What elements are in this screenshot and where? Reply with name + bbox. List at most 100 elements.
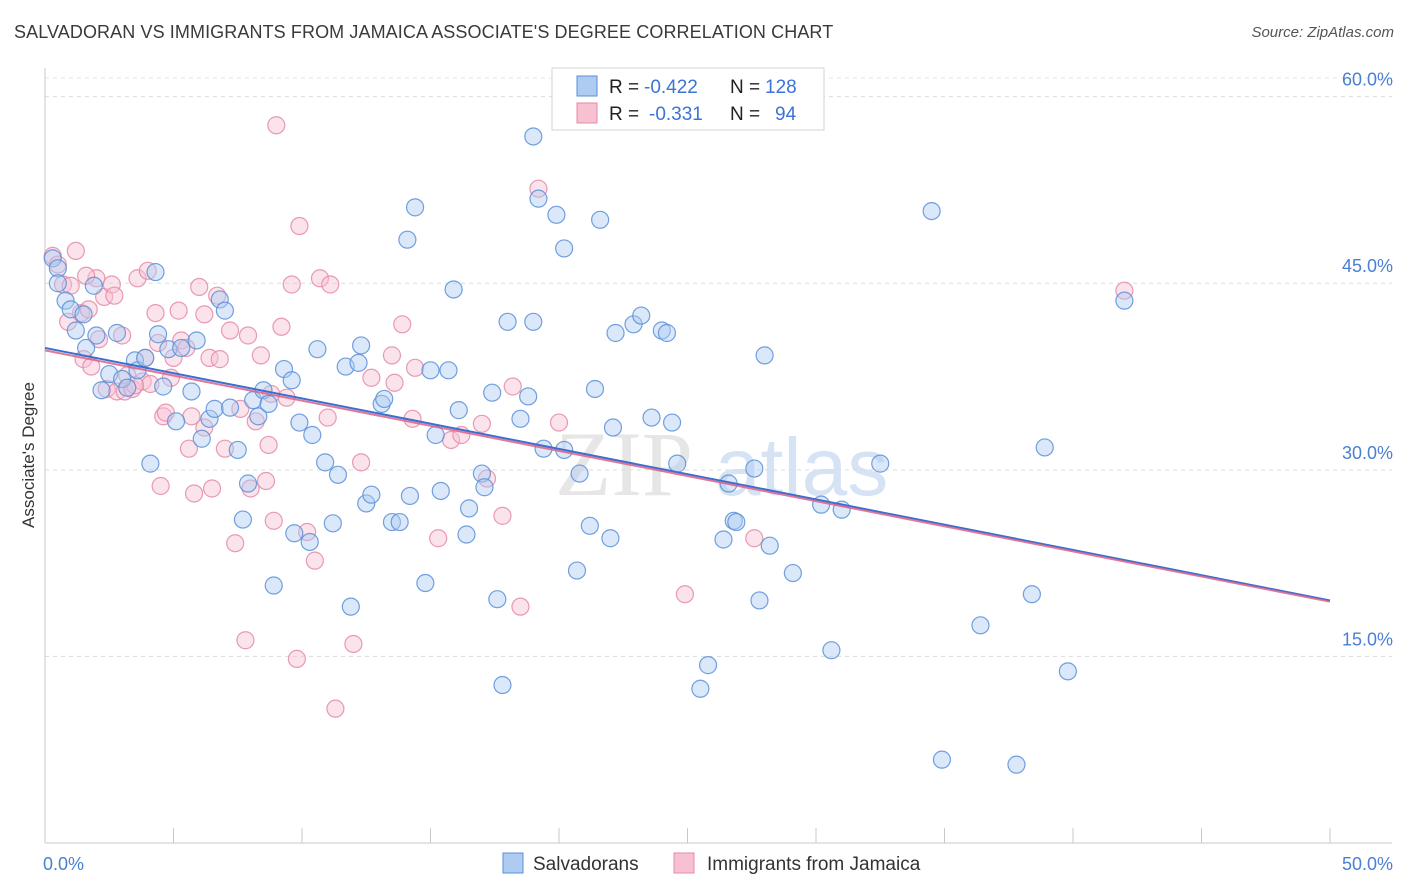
legend-n-value-1: 128: [765, 77, 797, 98]
salvadoran-point: [606, 323, 625, 343]
y-tick-label: 30.0%: [1342, 443, 1393, 463]
salvadoran-point: [362, 485, 381, 504]
jamaica-point: [215, 439, 234, 458]
salvadoran-point: [657, 323, 677, 343]
jamaica-point: [267, 116, 286, 135]
jamaica-point: [246, 412, 265, 431]
jamaica-point: [195, 305, 214, 324]
jamaica-point: [102, 275, 121, 294]
jamaica-point: [105, 286, 124, 305]
salvadoran-point: [136, 348, 155, 367]
salvadoran-point: [390, 512, 409, 532]
y-tick-label: 15.0%: [1342, 629, 1393, 649]
salvadoran-point: [285, 524, 304, 543]
salvadoran-point: [580, 516, 599, 535]
trend-lines: [44, 346, 1331, 603]
salvadoran-point: [444, 280, 463, 299]
jamaica-point: [382, 346, 402, 365]
jamaica-point: [128, 269, 147, 288]
salvadoran-point: [431, 481, 450, 501]
jamaica-point: [251, 346, 270, 365]
jamaica-point: [256, 471, 276, 491]
salvadoran-point: [74, 305, 93, 324]
salvadoran-point: [84, 276, 103, 295]
jamaica-point: [138, 261, 157, 280]
salvadoran-point: [755, 346, 774, 365]
salvadoran-point: [187, 331, 206, 350]
jamaica-point: [210, 350, 229, 369]
jamaica-point: [352, 453, 371, 472]
salvadoran-point: [493, 675, 512, 695]
salvadoran-point: [488, 590, 507, 609]
jamaica-point: [321, 275, 340, 294]
legend-n-label-2: N =: [730, 104, 760, 125]
jamaica-point: [282, 275, 301, 294]
salvadoran-point: [601, 529, 620, 548]
salvadoran-point: [1115, 291, 1134, 310]
legend-r-value-2: -0.331: [649, 104, 703, 125]
salvadoran-point: [141, 454, 160, 473]
salvadoran-point: [300, 532, 319, 552]
salvadoran-point: [316, 453, 335, 472]
salvadoran-point: [87, 326, 106, 345]
salvadoran-point: [922, 201, 941, 221]
salvadoran-point: [426, 425, 445, 445]
salvadoran-point: [421, 361, 440, 380]
stats-legend: R = -0.422 N = 128 R = -0.331 N = 94: [551, 67, 825, 131]
salvadoran-point: [698, 656, 718, 675]
salvadoran-point: [591, 210, 610, 229]
salvadoran-point: [783, 563, 802, 583]
salvadoran-point: [290, 413, 309, 432]
y-axis-title: Associate's Degree: [19, 382, 38, 528]
salvadoran-point: [632, 306, 651, 325]
salvadoran-point: [727, 512, 746, 532]
salvadoran-point: [1022, 585, 1041, 604]
salvadoran-trend-line: [44, 346, 1331, 602]
bottom-legend-swatch-jamaica: [673, 852, 695, 874]
salvadoran-point: [472, 464, 491, 483]
jamaica-point: [549, 413, 569, 432]
salvadoran-point: [642, 408, 661, 427]
salvadoran-point: [449, 401, 468, 420]
jamaica-point: [493, 506, 512, 525]
jamaica-point: [79, 300, 98, 319]
salvadoran-point: [714, 530, 733, 549]
grid: [45, 77, 1392, 657]
jamaica-point: [177, 338, 196, 358]
bottom-legend-jamaica: Immigrants from Jamaica: [707, 854, 921, 875]
axes: 15.0% 30.0% 45.0% 60.0% 0.0% 50.0%: [43, 68, 1393, 874]
salvadoran-point: [172, 338, 191, 358]
y-tick-label: 60.0%: [1342, 70, 1393, 90]
salvadoran-point: [112, 369, 132, 389]
legend-swatch-jamaica: [576, 102, 598, 124]
salvadoran-point: [323, 514, 342, 533]
jamaica-point: [184, 484, 204, 503]
salvadoran-point: [524, 312, 543, 331]
salvadoran-point: [483, 383, 502, 402]
salvadoran-point: [603, 418, 623, 437]
salvadoran-point: [372, 394, 391, 414]
salvadoran-point: [871, 454, 890, 473]
jamaica-point: [305, 551, 324, 570]
salvadoran-point: [328, 465, 348, 484]
jamaica-point: [745, 529, 764, 548]
series-legend: Salvadorans Immigrants from Jamaica: [502, 852, 921, 875]
jamaica-point: [310, 269, 330, 288]
salvadoran-point: [220, 398, 240, 417]
salvadoran-point: [107, 323, 127, 343]
salvadoran-point: [375, 389, 394, 409]
salvadoran-point: [228, 440, 247, 460]
jamaica-point: [429, 529, 448, 548]
salvadoran-point: [238, 474, 258, 493]
salvadoran-point: [148, 325, 168, 344]
jamaica-trend-line: [44, 349, 1331, 603]
legend-r-label-2: R =: [609, 104, 639, 125]
salvadoran-point: [233, 510, 252, 529]
jamaica-point: [236, 631, 255, 650]
salvadoran-point: [166, 412, 186, 431]
salvadoran-point: [760, 536, 779, 555]
salvadoran-point: [48, 259, 67, 278]
jamaica-point: [318, 408, 337, 427]
chart-title: SALVADORAN VS IMMIGRANTS FROM JAMAICA AS…: [14, 22, 834, 42]
